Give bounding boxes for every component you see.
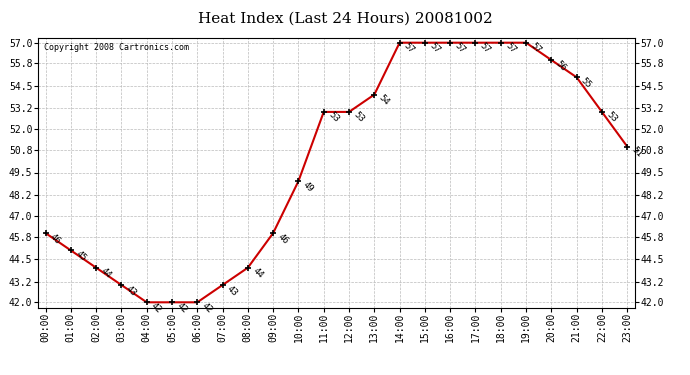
Text: 43: 43 bbox=[124, 284, 138, 298]
Text: 57: 57 bbox=[529, 41, 543, 55]
Text: 46: 46 bbox=[48, 232, 62, 246]
Text: 51: 51 bbox=[630, 145, 644, 159]
Text: 57: 57 bbox=[478, 41, 492, 55]
Text: 45: 45 bbox=[74, 249, 88, 263]
Text: Copyright 2008 Cartronics.com: Copyright 2008 Cartronics.com bbox=[44, 43, 189, 52]
Text: 57: 57 bbox=[402, 41, 416, 55]
Text: 42: 42 bbox=[175, 301, 189, 315]
Text: 46: 46 bbox=[276, 232, 290, 246]
Text: 42: 42 bbox=[200, 301, 214, 315]
Text: 44: 44 bbox=[99, 266, 113, 280]
Text: 53: 53 bbox=[326, 111, 340, 125]
Text: Heat Index (Last 24 Hours) 20081002: Heat Index (Last 24 Hours) 20081002 bbox=[197, 11, 493, 25]
Text: 42: 42 bbox=[150, 301, 164, 315]
Text: 53: 53 bbox=[604, 111, 619, 125]
Text: 54: 54 bbox=[377, 93, 391, 107]
Text: 57: 57 bbox=[504, 41, 518, 55]
Text: 55: 55 bbox=[580, 76, 593, 90]
Text: 44: 44 bbox=[250, 266, 264, 280]
Text: 56: 56 bbox=[554, 58, 568, 73]
Text: 57: 57 bbox=[428, 41, 442, 55]
Text: 49: 49 bbox=[302, 180, 315, 194]
Text: 57: 57 bbox=[453, 41, 467, 55]
Text: 43: 43 bbox=[226, 284, 239, 298]
Text: 53: 53 bbox=[352, 111, 366, 125]
